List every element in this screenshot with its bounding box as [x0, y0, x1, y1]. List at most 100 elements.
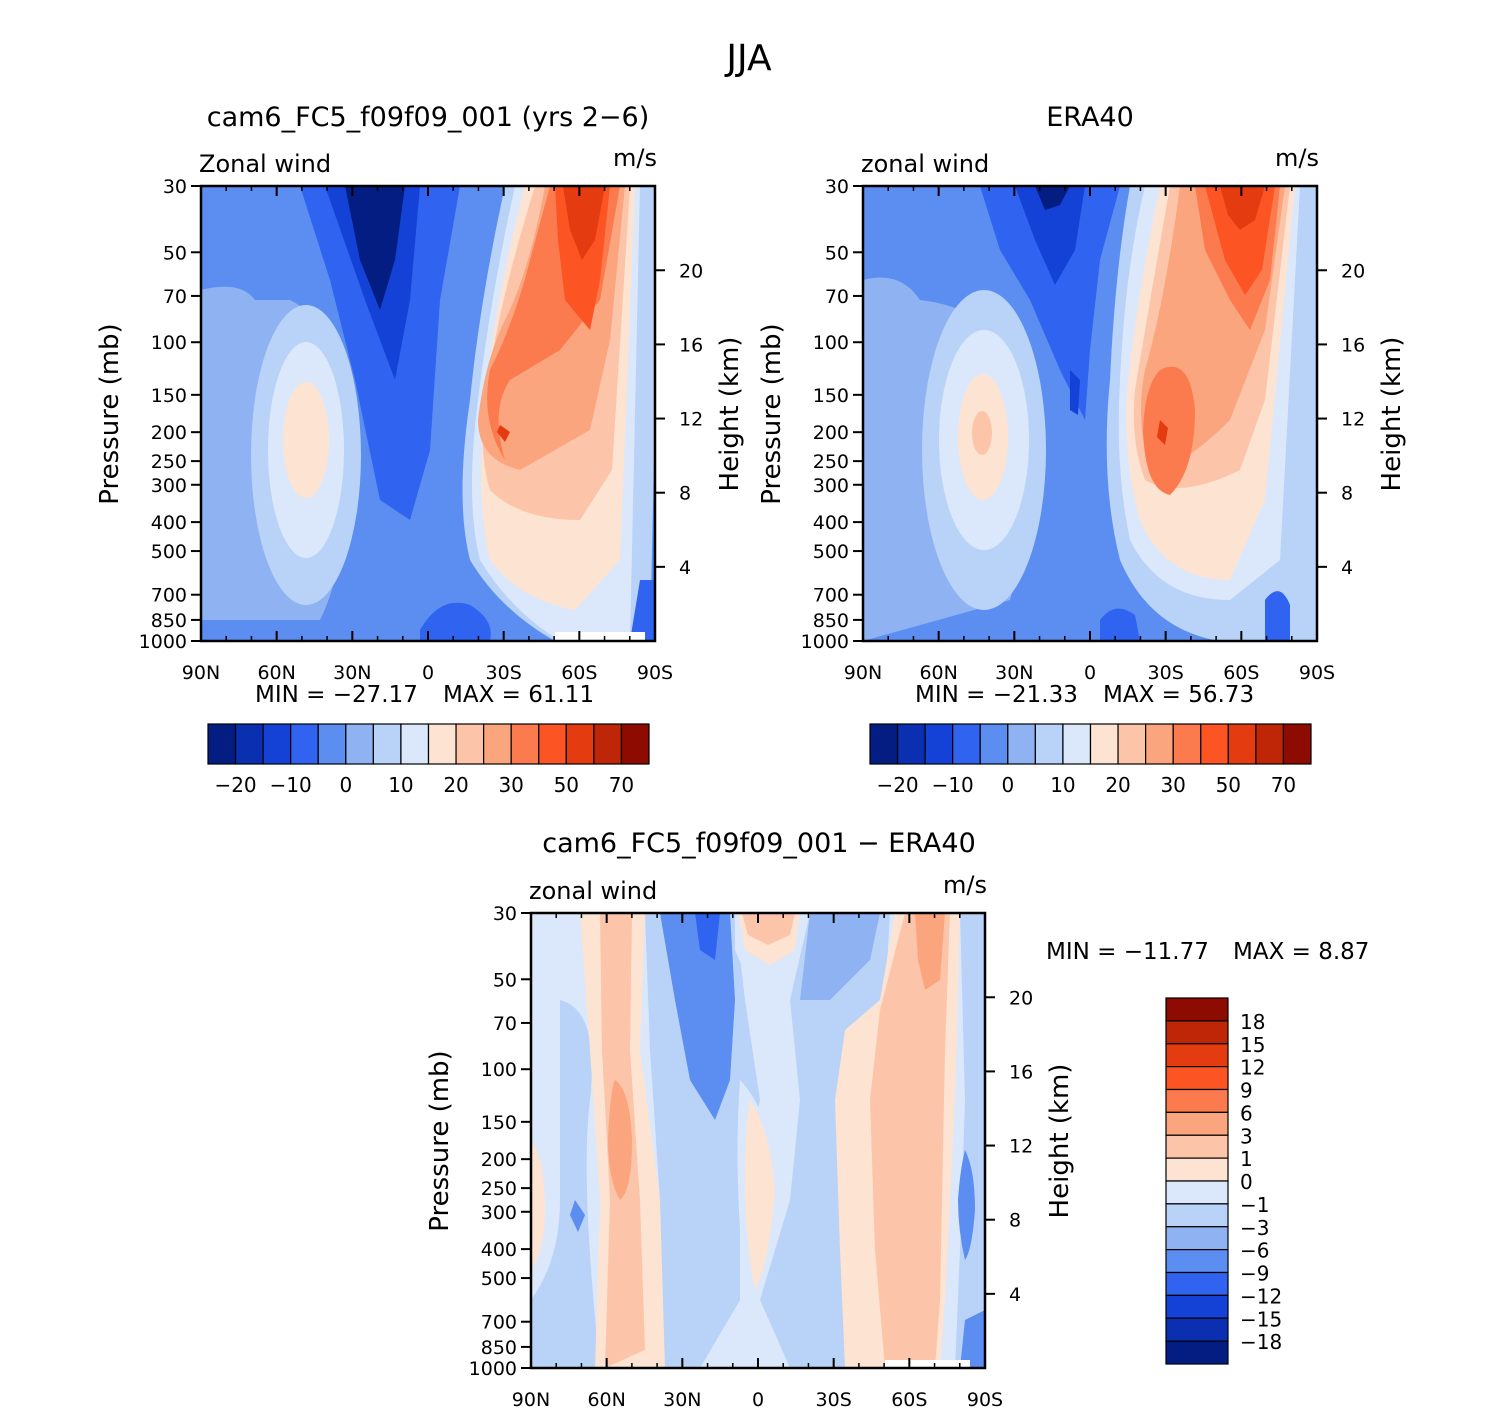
- y-tick-label: 850: [151, 610, 187, 632]
- panel-model-min: MIN = −27.17: [255, 682, 418, 708]
- y-tick-label: 250: [151, 451, 187, 473]
- colorbar-swatch: [1165, 997, 1229, 1022]
- colorbar-swatch: [1165, 1249, 1229, 1274]
- colorbar-swatch: [1165, 1088, 1229, 1113]
- colorbar-label: 3: [1240, 1124, 1253, 1148]
- y-tick-label: 70: [163, 286, 187, 308]
- colorbar-label: −1: [1240, 1193, 1269, 1217]
- colorbar-label: 10: [388, 773, 413, 797]
- colorbar-swatch: [345, 723, 374, 765]
- y-right-tick-label: 16: [679, 334, 703, 356]
- x-tick-label: 60S: [891, 1389, 927, 1411]
- colorbar-label: −6: [1240, 1239, 1269, 1263]
- colorbar-swatch: [1255, 723, 1285, 765]
- panel-diff-ylabel-right: Height (km): [1045, 1064, 1075, 1219]
- panel-model-units: m/s: [613, 144, 657, 172]
- colorbar-label: 30: [498, 773, 523, 797]
- colorbar-swatch: [1172, 723, 1202, 765]
- x-tick-label: 90S: [1299, 662, 1335, 684]
- y-tick-label: 30: [493, 903, 517, 925]
- colorbar-label: −18: [1240, 1330, 1282, 1354]
- x-tick-label: 30S: [816, 1389, 852, 1411]
- y-tick-label: 200: [151, 422, 187, 444]
- colorbar-swatch: [593, 723, 623, 765]
- colorbar-swatch: [1227, 723, 1257, 765]
- y-right-tick-label: 4: [1341, 557, 1353, 579]
- colorbar-swatch: [565, 723, 595, 765]
- y-tick-label: 700: [813, 585, 849, 607]
- y-tick-label: 150: [813, 385, 849, 407]
- colorbar-swatch: [1165, 1203, 1229, 1228]
- y-tick-label: 300: [481, 1202, 517, 1224]
- colorbar-label: −3: [1240, 1216, 1269, 1240]
- colorbar-label: 50: [554, 773, 579, 797]
- colorbar-swatch: [483, 723, 512, 765]
- y-right-tick-label: 8: [1341, 483, 1353, 505]
- y-tick-label: 700: [151, 585, 187, 607]
- panel-model-left-label: Zonal wind: [199, 150, 331, 178]
- x-tick-label: 30N: [995, 662, 1033, 684]
- panel-obs-left-label: zonal wind: [861, 150, 989, 178]
- x-tick-label: 30N: [333, 662, 371, 684]
- y-tick-label: 1000: [139, 631, 187, 653]
- colorbar-swatch: [1282, 723, 1312, 765]
- panel-diff-field: [531, 913, 985, 1368]
- x-tick-label: 90N: [844, 662, 882, 684]
- colorbar-label: 0: [1001, 773, 1014, 797]
- x-tick-label: 60S: [1223, 662, 1259, 684]
- y-right-tick-label: 12: [1009, 1136, 1033, 1158]
- panel-obs-field: [863, 186, 1317, 641]
- x-tick-label: 60N: [919, 662, 957, 684]
- panel-model: cam6_FC5_f09f09_001 (yrs 2−6) Zonal wind…: [95, 102, 745, 797]
- y-right-tick-label: 16: [1009, 1061, 1033, 1083]
- y-tick-label: 70: [493, 1013, 517, 1035]
- y-tick-label: 1000: [801, 631, 849, 653]
- colorbar-label: −9: [1240, 1262, 1269, 1286]
- x-tick-label: 60N: [257, 662, 295, 684]
- y-tick-label: 50: [163, 242, 187, 264]
- colorbar-swatch: [427, 723, 457, 765]
- colorbar-label: 6: [1240, 1101, 1253, 1125]
- colorbar-label: 70: [1271, 773, 1296, 797]
- colorbar-swatch: [290, 723, 319, 765]
- x-tick-label: 30S: [1148, 662, 1184, 684]
- y-tick-label: 100: [813, 332, 849, 354]
- colorbar-label: −10: [270, 773, 312, 797]
- y-tick-label: 100: [481, 1059, 517, 1081]
- colorbar-swatch: [207, 723, 237, 765]
- figure-title: JJA: [724, 38, 772, 79]
- colorbar-swatch: [372, 723, 402, 765]
- y-tick-label: 70: [825, 286, 849, 308]
- panel-obs-min: MIN = −21.33: [915, 682, 1078, 708]
- colorbar-swatch: [538, 723, 567, 765]
- y-right-tick-label: 8: [679, 483, 691, 505]
- panel-obs-ylabel-right: Height (km): [1377, 337, 1407, 492]
- colorbar-swatch: [1165, 1340, 1229, 1365]
- colorbar-swatch: [1165, 1317, 1229, 1342]
- y-tick-label: 1000: [469, 1358, 517, 1380]
- colorbar-swatch: [317, 723, 347, 765]
- colorbar-label: 9: [1240, 1079, 1253, 1103]
- colorbar-label: −20: [214, 773, 256, 797]
- colorbar-label: 20: [1105, 773, 1130, 797]
- colorbar-swatch: [1034, 723, 1064, 765]
- y-right-tick-label: 20: [1341, 260, 1365, 282]
- colorbar-swatch: [1165, 1134, 1229, 1159]
- panel-diff-left-label: zonal wind: [529, 877, 657, 905]
- y-right-tick-label: 20: [679, 260, 703, 282]
- panel-diff-units: m/s: [943, 871, 987, 899]
- colorbar-swatch: [952, 723, 981, 765]
- y-tick-label: 150: [151, 385, 187, 407]
- colorbar-label: −20: [876, 773, 918, 797]
- colorbar-label: 10: [1050, 773, 1075, 797]
- y-tick-label: 30: [825, 176, 849, 198]
- y-tick-label: 50: [493, 969, 517, 991]
- y-tick-label: 250: [813, 451, 849, 473]
- panel-model-max: MAX = 61.11: [443, 682, 594, 708]
- colorbar-swatch: [1089, 723, 1119, 765]
- panel-obs-ylabel: Pressure (mb): [757, 323, 787, 504]
- colorbar-swatch: [1165, 1271, 1229, 1296]
- panel-obs-units: m/s: [1275, 144, 1319, 172]
- colorbar-swatch: [1007, 723, 1036, 765]
- x-tick-label: 0: [422, 662, 434, 684]
